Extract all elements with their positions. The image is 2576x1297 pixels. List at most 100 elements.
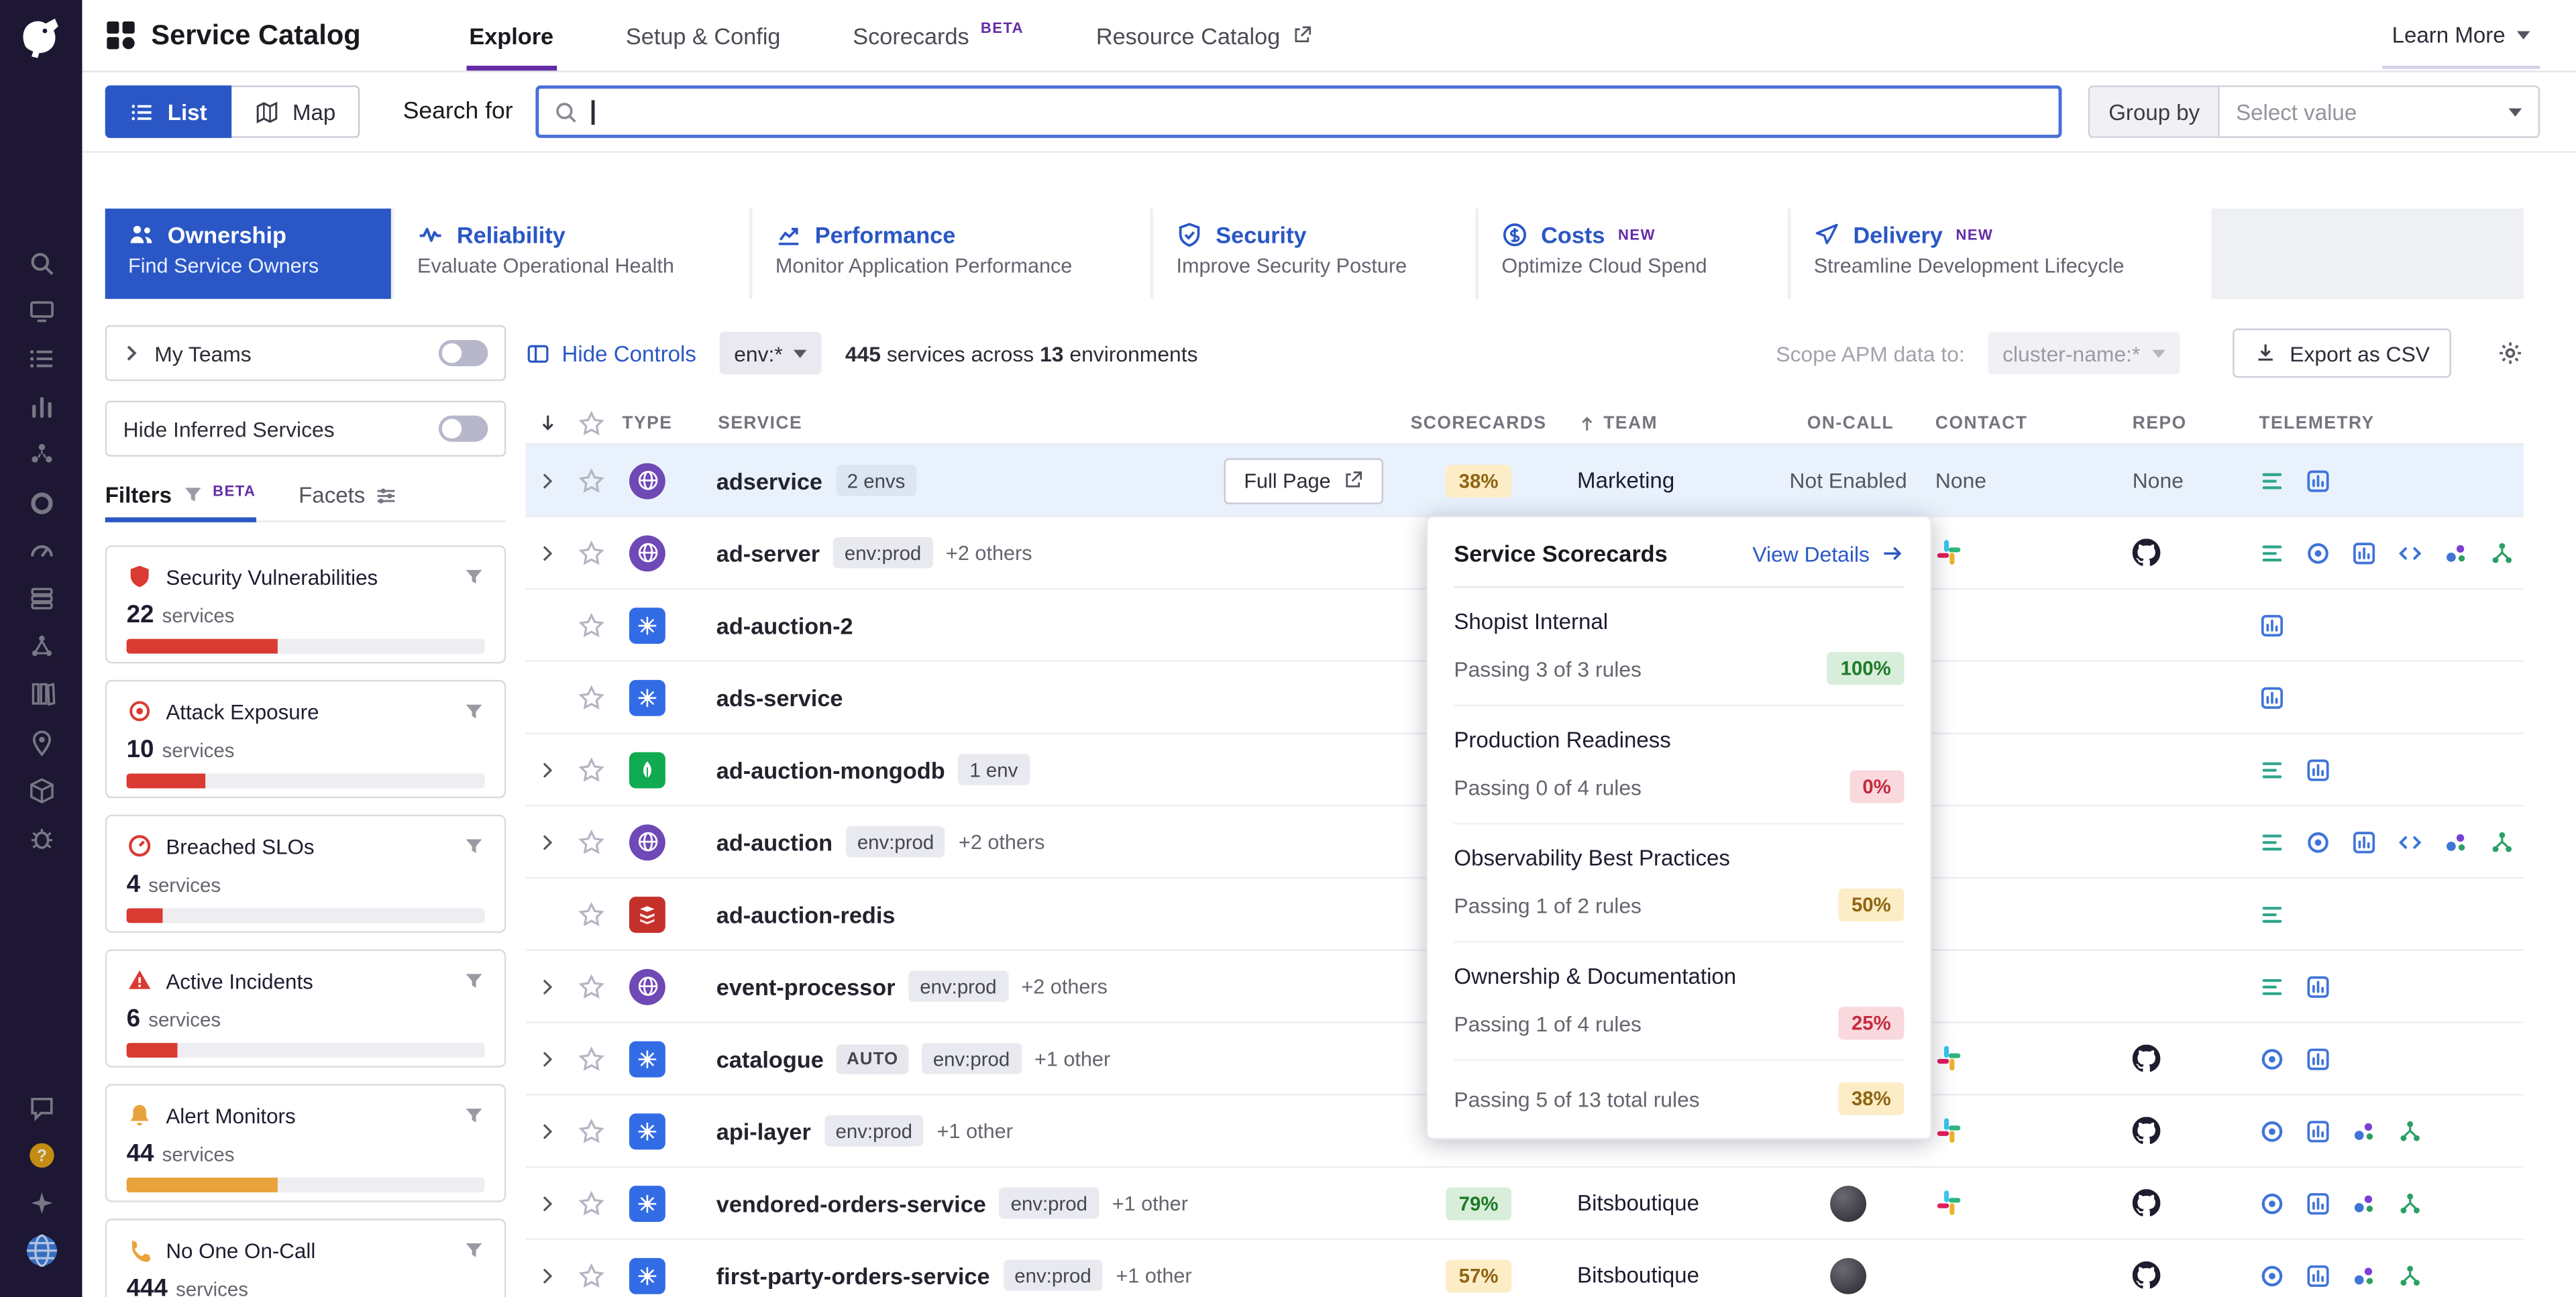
filter-card-security-vulnerabilities[interactable]: Security Vulnerabilities 22 services bbox=[105, 545, 506, 664]
category-tab-reliability[interactable]: Reliability Evaluate Operational Health bbox=[394, 209, 749, 299]
profiling-icon[interactable] bbox=[2305, 1046, 2331, 1072]
github-icon[interactable] bbox=[2132, 1117, 2161, 1145]
funnel-icon[interactable] bbox=[464, 1105, 485, 1126]
profiling-icon[interactable] bbox=[2351, 829, 2377, 855]
favorite-star-icon[interactable] bbox=[578, 901, 604, 927]
favorite-star-icon[interactable] bbox=[578, 973, 604, 999]
export-csv-button[interactable]: Export as CSV bbox=[2232, 328, 2451, 378]
category-tab-performance[interactable]: Performance Monitor Application Performa… bbox=[752, 209, 1150, 299]
host-icon[interactable] bbox=[19, 290, 62, 333]
expand-chevron-icon[interactable] bbox=[537, 976, 557, 996]
favorite-star-icon[interactable] bbox=[578, 828, 604, 855]
filter-card-no-one-on-call[interactable]: No One On-Call 444 services bbox=[105, 1219, 506, 1297]
category-tab-delivery[interactable]: Delivery NEW Streamline Development Lifec… bbox=[1790, 209, 2212, 299]
pin-icon[interactable] bbox=[19, 721, 62, 764]
cluster-filter-dropdown[interactable]: cluster-name:* bbox=[1988, 331, 2180, 375]
my-teams-switch[interactable] bbox=[438, 339, 488, 367]
expand-chevron-icon[interactable] bbox=[537, 832, 557, 851]
github-icon[interactable] bbox=[2132, 1189, 2161, 1217]
service-name[interactable]: ads-service bbox=[716, 684, 843, 711]
logs-icon[interactable] bbox=[2259, 539, 2285, 565]
search-icon[interactable] bbox=[19, 241, 62, 284]
filter-card-breached-slos[interactable]: Breached SLOs 4 services bbox=[105, 814, 506, 934]
column-service[interactable]: SERVICE bbox=[718, 412, 803, 433]
bug-icon[interactable] bbox=[19, 817, 62, 860]
profiling-icon[interactable] bbox=[2305, 1262, 2331, 1288]
profiling-icon[interactable] bbox=[2305, 1118, 2331, 1144]
favorite-star-icon[interactable] bbox=[578, 684, 604, 710]
tab-setup-config[interactable]: Setup & Config bbox=[625, 22, 781, 49]
tab-filters[interactable]: Filters BETA bbox=[105, 483, 256, 522]
column-contact[interactable]: CONTACT bbox=[1935, 412, 2028, 433]
funnel-icon[interactable] bbox=[464, 835, 485, 856]
table-row[interactable]: adservice 2 envs Full Page 38% Marketing… bbox=[525, 445, 2524, 518]
expand-chevron-icon[interactable] bbox=[537, 760, 557, 779]
oncall-avatar[interactable] bbox=[1830, 1184, 1867, 1221]
github-icon[interactable] bbox=[2132, 1261, 2161, 1290]
expand-chevron-icon[interactable] bbox=[537, 543, 557, 562]
profiling-icon[interactable] bbox=[2305, 1190, 2331, 1216]
scorecard-name[interactable]: Ownership & Documentation bbox=[1454, 964, 1737, 989]
full-page-button[interactable]: Full Page bbox=[1224, 457, 1384, 504]
network-icon[interactable] bbox=[2397, 1262, 2423, 1288]
scorecard-name[interactable]: Observability Best Practices bbox=[1454, 846, 1730, 870]
funnel-icon[interactable] bbox=[464, 700, 485, 722]
category-tab-security[interactable]: Security Improve Security Posture bbox=[1153, 209, 1476, 299]
slack-icon[interactable] bbox=[1935, 539, 1964, 567]
hide-inferred-toggle-box[interactable]: Hide Inferred Services bbox=[105, 400, 506, 457]
service-name[interactable]: catalogue bbox=[716, 1045, 824, 1072]
expand-chevron-icon[interactable] bbox=[537, 1265, 557, 1285]
search-input[interactable] bbox=[535, 85, 2063, 138]
rum-icon[interactable] bbox=[2351, 1262, 2377, 1288]
rum-icon[interactable] bbox=[2351, 1118, 2377, 1144]
column-repo[interactable]: REPO bbox=[2132, 412, 2187, 433]
slack-icon[interactable] bbox=[1935, 1045, 1964, 1073]
favorite-star-icon[interactable] bbox=[578, 1262, 604, 1288]
datadog-logo-icon[interactable] bbox=[16, 15, 65, 66]
profiling-icon[interactable] bbox=[2259, 684, 2285, 710]
tab-scorecards[interactable]: Scorecards BETA bbox=[853, 19, 1024, 49]
hide-controls-button[interactable]: Hide Controls bbox=[526, 341, 696, 365]
favorite-star-icon[interactable] bbox=[578, 756, 604, 783]
expand-chevron-icon[interactable] bbox=[537, 1193, 557, 1213]
funnel-icon[interactable] bbox=[464, 970, 485, 991]
ring-icon[interactable] bbox=[19, 482, 62, 524]
table-row[interactable]: first-party-orders-service env:prod +1 ot… bbox=[526, 1240, 2524, 1297]
map-view-button[interactable]: Map bbox=[231, 85, 361, 138]
rum-icon[interactable] bbox=[2443, 539, 2469, 565]
env-filter-dropdown[interactable]: env:* bbox=[719, 331, 822, 375]
table-row[interactable]: vendored-orders-service env:prod +1 other… bbox=[525, 1168, 2524, 1240]
service-name[interactable]: ad-server bbox=[716, 539, 820, 566]
funnel-icon[interactable] bbox=[464, 1239, 485, 1261]
profiling-icon[interactable] bbox=[2305, 756, 2331, 783]
scorecard-badge[interactable]: 79% bbox=[1446, 1186, 1512, 1220]
rum-icon[interactable] bbox=[2443, 829, 2469, 855]
scorecard-name[interactable]: Shopist Internal bbox=[1454, 609, 1609, 634]
logs-icon[interactable] bbox=[2259, 973, 2285, 999]
code-icon[interactable] bbox=[2397, 829, 2423, 855]
star-column-header[interactable] bbox=[568, 410, 614, 436]
profiling-icon[interactable] bbox=[2351, 539, 2377, 565]
gauge-icon[interactable] bbox=[19, 529, 62, 572]
list-icon[interactable] bbox=[19, 337, 62, 380]
network-icon[interactable] bbox=[2489, 539, 2515, 565]
tab-resource-catalog[interactable]: Resource Catalog bbox=[1096, 0, 1313, 70]
cube-icon[interactable] bbox=[19, 769, 62, 812]
my-teams-toggle-box[interactable]: My Teams bbox=[105, 325, 506, 382]
books-icon[interactable] bbox=[19, 673, 62, 716]
column-oncall[interactable]: ON-CALL bbox=[1807, 412, 1894, 433]
metrics-icon[interactable] bbox=[19, 386, 62, 429]
group-by-select[interactable]: Select value bbox=[2218, 85, 2540, 138]
column-type[interactable]: TYPE bbox=[622, 412, 673, 433]
apm-icon[interactable] bbox=[2259, 1118, 2285, 1144]
globe-icon[interactable] bbox=[19, 1230, 62, 1273]
network-icon[interactable] bbox=[2397, 1118, 2423, 1144]
sparkle-icon[interactable] bbox=[19, 1182, 62, 1225]
column-team[interactable]: TEAM bbox=[1558, 413, 1774, 433]
sort-descending-icon[interactable] bbox=[526, 412, 569, 434]
column-scorecards[interactable]: SCORECARDS bbox=[1410, 412, 1547, 433]
apm-icon[interactable] bbox=[2259, 1262, 2285, 1288]
apm-icon[interactable] bbox=[2259, 1046, 2285, 1072]
tab-explore[interactable]: Explore bbox=[466, 0, 557, 71]
logs-icon[interactable] bbox=[2259, 901, 2285, 927]
